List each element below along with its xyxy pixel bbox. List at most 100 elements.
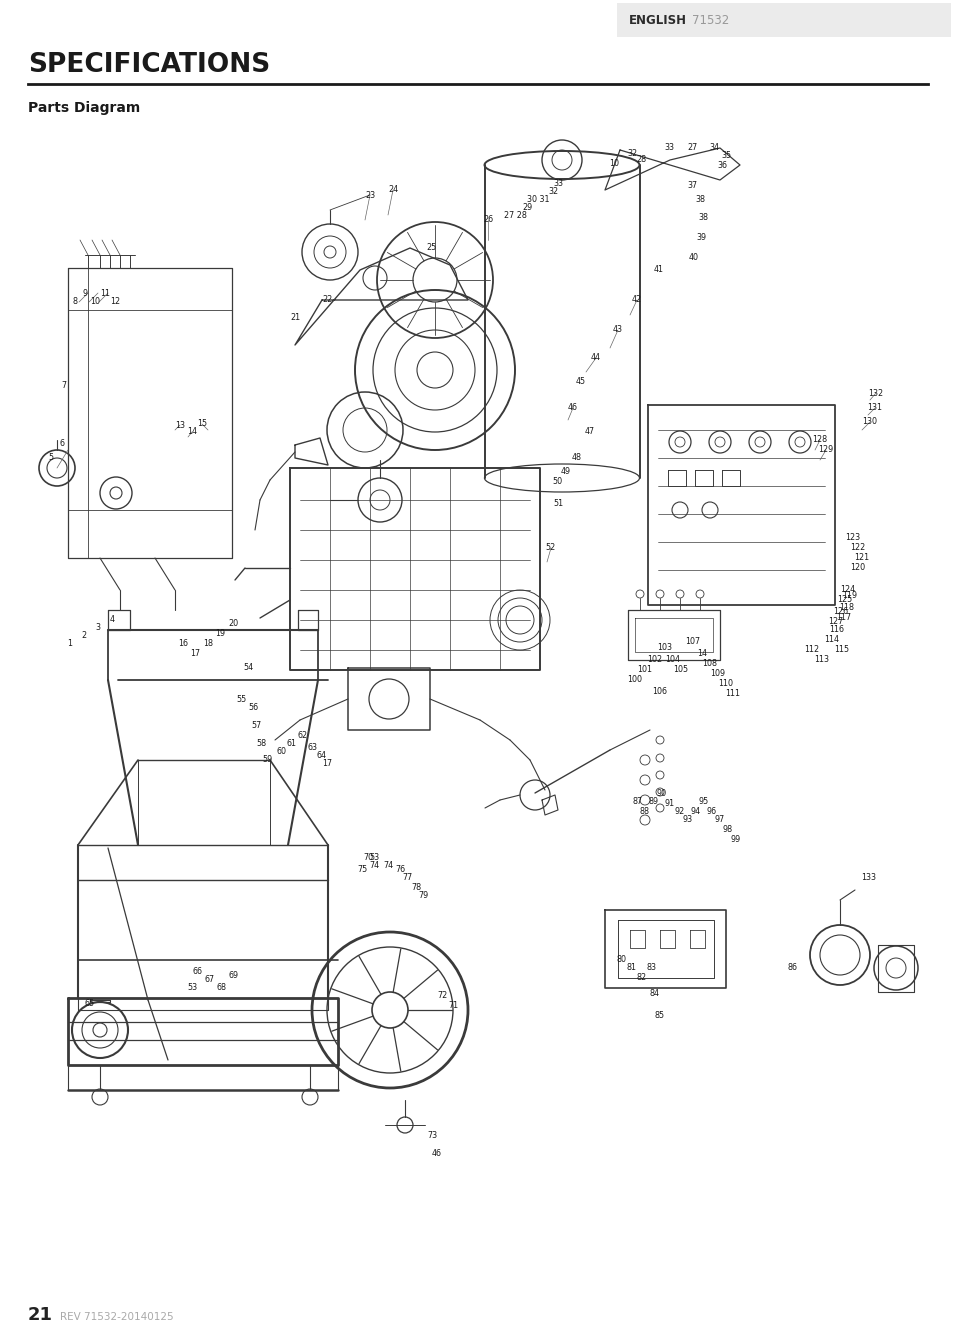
Text: 2: 2 [81,631,87,640]
Text: 84: 84 [649,989,659,998]
Text: 104: 104 [665,655,679,664]
Text: 83: 83 [646,964,657,973]
Text: 10: 10 [90,298,100,306]
Text: 64: 64 [316,752,327,761]
Text: 82: 82 [637,973,646,982]
Text: 118: 118 [839,603,854,612]
Text: 67: 67 [205,976,214,985]
Text: 93: 93 [682,816,692,824]
Text: 78: 78 [411,883,420,891]
Text: 56: 56 [248,703,258,713]
Text: 103: 103 [657,644,672,652]
Text: 48: 48 [572,454,581,463]
Text: 96: 96 [706,808,717,816]
Text: 97: 97 [714,816,724,824]
Text: 37: 37 [686,181,697,189]
Text: 16: 16 [178,640,188,648]
Text: 124: 124 [840,585,855,595]
Text: 7: 7 [61,381,67,389]
Text: 25: 25 [426,243,436,252]
Text: 113: 113 [814,655,828,664]
Text: 39: 39 [695,232,705,242]
Text: 62: 62 [297,730,308,739]
Text: 1: 1 [68,639,72,647]
Text: 105: 105 [673,666,688,675]
Text: 29: 29 [522,203,533,212]
Text: 110: 110 [718,679,733,687]
Text: 98: 98 [722,825,732,835]
Text: 126: 126 [833,608,847,616]
Text: 68: 68 [216,984,227,993]
Text: 17: 17 [190,650,200,659]
Text: 55: 55 [236,695,247,705]
Text: 42: 42 [631,295,641,305]
Text: 77: 77 [402,874,413,883]
Text: 49: 49 [560,467,571,476]
Text: 65: 65 [85,998,95,1008]
Text: Parts Diagram: Parts Diagram [28,101,140,115]
Text: 90: 90 [657,789,666,797]
Text: SPECIFICATIONS: SPECIFICATIONS [28,52,270,78]
Text: 44: 44 [590,353,600,362]
Text: 66: 66 [193,968,203,977]
Text: 87: 87 [632,797,642,807]
Text: 33: 33 [553,178,562,188]
Text: 28: 28 [636,156,645,165]
Text: 20: 20 [228,619,238,628]
Text: 21: 21 [290,314,300,322]
Text: 106: 106 [652,687,667,696]
Text: 100: 100 [627,675,641,684]
Text: 17: 17 [321,758,332,768]
Text: 54: 54 [243,663,253,672]
Text: 27: 27 [687,144,698,153]
Text: 133: 133 [861,874,876,883]
Text: 60: 60 [276,747,287,757]
Text: 119: 119 [841,592,857,600]
Text: 59: 59 [263,756,273,765]
Text: 57: 57 [252,722,262,730]
Text: 125: 125 [837,596,852,604]
Text: 70: 70 [362,854,373,863]
Text: 85: 85 [655,1011,664,1020]
Text: 74: 74 [382,860,393,870]
Text: 72: 72 [437,992,448,1001]
Text: 76: 76 [395,866,405,875]
Text: 43: 43 [613,326,622,334]
Text: 26: 26 [482,216,493,224]
Text: 111: 111 [724,688,740,698]
Text: 19: 19 [214,628,225,637]
Text: 22: 22 [322,294,333,303]
Text: 46: 46 [567,404,578,412]
Text: 107: 107 [684,637,700,647]
Text: 10: 10 [608,160,618,169]
Text: 38: 38 [695,196,704,204]
Text: 88: 88 [639,808,649,816]
Text: 32: 32 [626,149,637,157]
Text: 3: 3 [95,623,100,632]
Text: 35: 35 [720,152,730,161]
Text: 101: 101 [637,666,652,675]
Text: 21: 21 [28,1306,53,1325]
Text: 8: 8 [72,298,77,306]
Text: 53: 53 [187,984,197,993]
Text: 130: 130 [862,417,877,427]
Text: 129: 129 [818,446,833,455]
Text: 86: 86 [787,964,797,973]
Text: 18: 18 [203,640,213,648]
Text: 122: 122 [849,544,864,553]
Text: 75: 75 [357,866,368,875]
Text: 52: 52 [545,544,556,553]
Text: 120: 120 [849,564,864,573]
Text: ENGLISH: ENGLISH [628,13,686,27]
Text: 53: 53 [369,854,378,863]
Text: 81: 81 [626,964,637,973]
Text: 27 28: 27 28 [503,211,526,220]
Text: 63: 63 [308,743,317,753]
Text: 74: 74 [369,860,378,870]
Text: 6: 6 [59,439,65,447]
Text: 94: 94 [690,808,700,816]
Text: 15: 15 [196,420,207,428]
Text: 41: 41 [654,266,663,275]
Text: 92: 92 [674,808,684,816]
Text: 58: 58 [255,738,266,747]
